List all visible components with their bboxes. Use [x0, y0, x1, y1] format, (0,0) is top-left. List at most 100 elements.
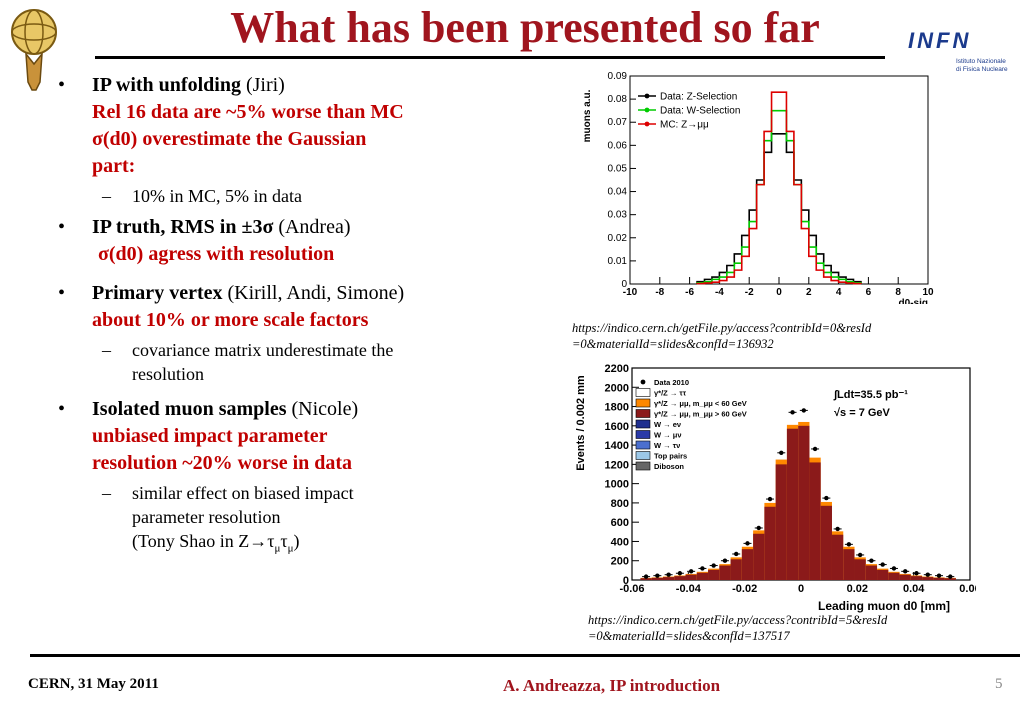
legend-swatch — [635, 430, 651, 439]
legend-marker — [640, 379, 646, 385]
lumi-annotation: ∫Ldt=35.5 pb⁻¹ — [833, 389, 908, 401]
x-axis-label: d0-sig — [899, 298, 928, 304]
legend-label: MC: Z→μμ — [660, 120, 709, 131]
y-tick-label: 400 — [611, 536, 629, 548]
x-tick-label: -8 — [655, 287, 664, 298]
title-divider — [95, 56, 885, 59]
page-title: What has been presented so far — [230, 3, 820, 52]
bullet-item: • IP truth, RMS in ±3σ (Andrea) σ(d0) ag… — [58, 214, 518, 268]
stack-bar — [910, 576, 923, 580]
x-tick-label: 0.06 — [959, 583, 976, 595]
energy-annotation: √s = 7 GeV — [834, 407, 891, 419]
x-tick-label: -4 — [715, 287, 724, 298]
infn-logo: INFN Istituto Nazionale di Fisica Nuclea… — [908, 26, 1020, 86]
x-tick-label: 0 — [776, 287, 782, 298]
legend-swatch — [635, 409, 651, 418]
y-tick-label: 1800 — [605, 402, 629, 414]
legend-swatch — [635, 419, 651, 429]
bullet-author: (Kirill, Andi, Simone) — [222, 282, 405, 304]
x-tick-label: -10 — [623, 287, 638, 298]
legend-swatch — [635, 451, 651, 460]
infn-logo-text: INFN — [908, 28, 972, 53]
stack-bar — [674, 576, 686, 580]
bullet-dot: • — [58, 398, 66, 420]
y-tick-label: 0.09 — [608, 71, 628, 82]
d0-significance-chart: 0 0.01 0.02 0.03 0.04 0.05 0.06 0.07 0.08 0.09 -10… — [578, 68, 948, 304]
series-line — [696, 132, 862, 284]
stack-bar — [741, 549, 754, 580]
x-tick-label: -0.04 — [676, 583, 702, 595]
stack-bar — [696, 572, 709, 580]
y-tick-label: 1600 — [605, 421, 629, 433]
sub-bullet: – covariance matrix underestimate the reso… — [102, 340, 394, 384]
bullet-dot: • — [58, 216, 66, 238]
bullet-lead: IP truth, RMS in ±3σ — [92, 216, 274, 238]
legend-marker — [644, 107, 650, 113]
y-tick-label: 0.02 — [608, 233, 628, 244]
bullet-author: (Andrea) — [273, 216, 351, 238]
stack-bar — [843, 549, 855, 580]
y-tick-label: 0.08 — [608, 94, 628, 105]
series-line — [696, 109, 862, 284]
source-caption: https://indico.cern.ch/getFile.py/access… — [572, 321, 872, 351]
legend-label: Data 2010 — [654, 378, 689, 387]
legend-swatch — [635, 398, 651, 408]
bullet-list: • IP with unfolding (Jiri) Rel 16 data a… — [58, 72, 518, 567]
legend-label: W → τν — [654, 441, 680, 450]
stack-bar — [865, 565, 878, 580]
stack-bar — [708, 569, 720, 580]
bullet-dot: • — [58, 74, 66, 96]
y-tick-label: 0.03 — [608, 210, 628, 221]
stack-bar — [944, 578, 956, 580]
y-axis-label: Events / 0.002 mm — [575, 375, 587, 471]
x-tick-label: -2 — [745, 287, 754, 298]
bullet-finding: Rel 16 data are ~5% worse than MC — [92, 101, 404, 123]
stack-bar — [719, 565, 731, 580]
stack-bar — [662, 577, 675, 580]
series-line — [696, 91, 862, 285]
y-tick-label: 800 — [611, 498, 629, 510]
sub-bullet: –10% in MC, 5% in data — [102, 186, 302, 206]
stack-bar — [640, 578, 652, 580]
legend-label: Data: Z-Selection — [660, 92, 737, 103]
legend-swatch — [635, 440, 651, 450]
legend-label: W → eν — [654, 420, 681, 429]
y-tick-label: 0 — [623, 575, 629, 587]
stack-bar — [809, 462, 821, 580]
stack-bar — [899, 574, 911, 580]
infn-logo-subtitle: Istituto Nazionale di Fisica Nucleare — [956, 58, 1008, 73]
bullet-finding: resolution ~20% worse in data — [92, 452, 353, 474]
bullet-finding: unbiased impact parameter — [92, 425, 328, 447]
stack-bar — [764, 506, 776, 580]
stack-bar — [685, 574, 697, 580]
y-tick-label: 0.01 — [608, 256, 628, 267]
y-tick-label: 1000 — [605, 479, 629, 491]
muon-d0-chart: 0 200 400 600 800 1000 1200 1400 1600 1800 2000 220… — [572, 362, 976, 616]
bullet-dot: • — [58, 282, 66, 304]
legend-label: γ*/Z → μμ, m_μμ > 60 GeV — [654, 410, 747, 419]
bullet-author: (Jiri) — [240, 74, 285, 96]
x-tick-label: 0 — [798, 583, 804, 595]
y-tick-label: 0.06 — [608, 140, 628, 151]
x-tick-label: 4 — [836, 287, 842, 298]
footer-author: A. Andreazza, IP introduction — [503, 676, 721, 695]
stack-bar — [888, 572, 900, 580]
x-tick-label: 2 — [806, 287, 812, 298]
x-tick-label: 0.02 — [847, 583, 868, 595]
legend-label: W → μν — [654, 431, 682, 440]
stack-bar — [730, 559, 742, 580]
y-tick-label: 600 — [611, 517, 629, 529]
legend-label: Top pairs — [654, 452, 687, 461]
bullet-finding: σ(d0) overestimate the Gaussian — [92, 128, 367, 150]
stack-bar — [933, 577, 945, 580]
y-tick-label: 0.07 — [608, 117, 628, 128]
legend-swatch — [635, 461, 651, 471]
stack-bar — [922, 577, 934, 580]
stack-bar — [877, 569, 889, 580]
legend-label: Diboson — [654, 462, 684, 471]
y-tick-label: 2000 — [605, 382, 629, 394]
legend-marker — [644, 121, 650, 127]
bullet-item: • IP with unfolding (Jiri) Rel 16 data a… — [58, 72, 518, 180]
y-tick-label: 200 — [611, 556, 629, 568]
bullet-finding: part: — [92, 155, 136, 177]
